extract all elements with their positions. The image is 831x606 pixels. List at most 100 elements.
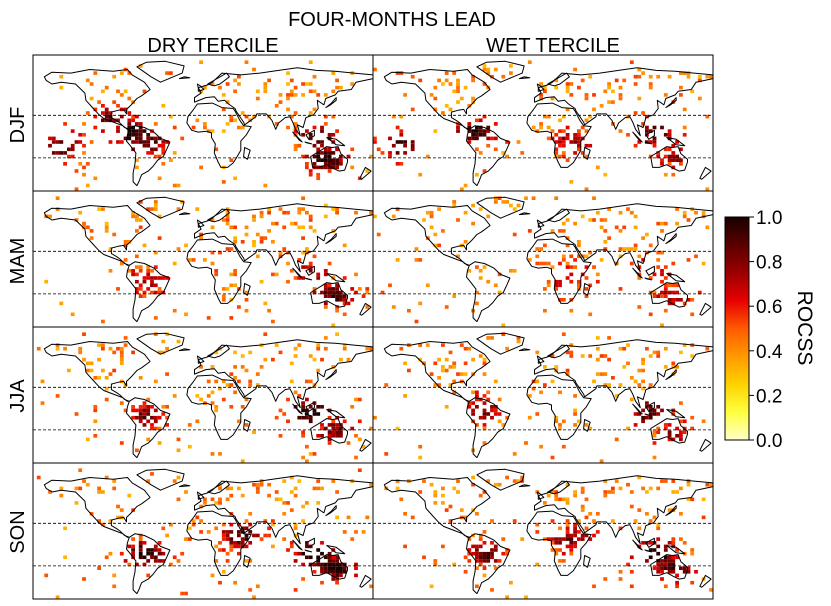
skill-cell <box>335 210 339 215</box>
skill-cell <box>663 426 668 431</box>
skill-cell <box>493 67 498 72</box>
skill-cell <box>577 147 581 152</box>
skill-cell <box>150 207 154 211</box>
coastline <box>666 545 686 555</box>
skill-cell <box>558 537 562 541</box>
skill-cell <box>690 497 695 502</box>
skill-cell <box>131 272 135 277</box>
skill-cell <box>403 394 407 398</box>
skill-cell <box>327 154 332 159</box>
skill-cell <box>119 140 124 144</box>
coastline <box>665 369 677 381</box>
skill-cell <box>554 493 559 498</box>
skill-cell <box>667 541 672 545</box>
skill-cell <box>199 232 203 237</box>
skill-cell <box>558 136 562 141</box>
skill-cell <box>648 415 653 420</box>
skill-cell <box>214 408 219 413</box>
skill-cell <box>618 570 623 574</box>
skill-cell <box>475 548 479 552</box>
skill-cell <box>490 519 494 523</box>
skill-cell <box>331 573 336 578</box>
skill-cell <box>138 136 143 141</box>
skill-cell <box>660 570 664 574</box>
skill-cell <box>263 183 268 188</box>
coastline <box>383 69 491 130</box>
skill-cell <box>475 136 479 141</box>
skill-cell <box>475 544 479 549</box>
skill-cell <box>429 210 434 215</box>
skill-cell <box>648 486 653 491</box>
skill-cell <box>142 140 147 144</box>
skill-cell <box>584 497 589 502</box>
skill-cell <box>648 548 653 552</box>
skill-cell <box>433 383 438 387</box>
skill-cell <box>437 376 441 380</box>
skill-cell <box>633 247 638 251</box>
skill-cell <box>478 397 483 402</box>
skill-cell <box>108 551 113 556</box>
skill-cell <box>323 283 328 288</box>
skill-cell <box>573 541 577 545</box>
skill-cell <box>229 405 234 409</box>
skill-cell <box>138 64 143 68</box>
skill-cell <box>342 298 347 302</box>
skill-cell <box>278 434 283 438</box>
coastline <box>466 125 511 187</box>
skill-cell <box>482 573 487 578</box>
coastline <box>292 539 303 551</box>
skill-cell <box>153 316 158 320</box>
skill-cell <box>490 136 494 141</box>
skill-cell <box>82 143 86 148</box>
skill-cell <box>441 82 445 86</box>
skill-cell <box>471 357 475 362</box>
skill-cell <box>573 526 577 531</box>
skill-cell <box>323 336 328 340</box>
skill-cell <box>490 588 494 592</box>
skill-cell <box>101 111 105 115</box>
skill-cell <box>293 276 298 280</box>
coastline <box>665 505 677 517</box>
coastline <box>194 339 374 409</box>
skill-cell <box>221 294 226 298</box>
skill-cell <box>395 258 400 262</box>
skill-cell <box>308 89 313 94</box>
coastline <box>518 348 531 352</box>
skill-cell <box>127 111 132 115</box>
skill-cell <box>663 283 668 288</box>
skill-cell <box>539 247 543 251</box>
skill-cell <box>543 114 547 119</box>
skill-cell <box>595 512 600 516</box>
skill-cell <box>675 298 679 302</box>
skill-cell <box>293 125 298 130</box>
skill-cell <box>569 354 574 358</box>
skill-cell <box>482 357 487 362</box>
skill-cell <box>82 122 86 126</box>
skill-cell <box>225 486 230 491</box>
skill-cell <box>690 89 695 94</box>
skill-cell <box>539 125 543 130</box>
skill-cell <box>112 74 117 79</box>
skill-cell <box>312 452 317 456</box>
skill-cell <box>365 290 370 295</box>
skill-cell <box>459 343 464 347</box>
skill-cell <box>592 265 596 269</box>
skill-cell <box>554 85 559 90</box>
skill-cell <box>240 240 245 244</box>
skill-cells <box>44 196 373 327</box>
map-panel-mam-wet <box>372 190 714 328</box>
skill-cell <box>327 555 332 560</box>
skill-cell <box>184 243 188 248</box>
skill-cell <box>456 254 460 259</box>
skill-cell <box>369 584 373 589</box>
skill-cell <box>180 551 185 556</box>
skill-cell <box>153 379 158 384</box>
skill-cell <box>629 504 634 509</box>
skill-cell <box>225 497 230 502</box>
skill-cell <box>127 493 132 498</box>
skill-cell <box>577 419 581 424</box>
skill-cell <box>648 140 653 144</box>
skill-cell <box>656 74 661 79</box>
skill-cell <box>244 290 249 295</box>
skill-cell <box>663 276 668 280</box>
